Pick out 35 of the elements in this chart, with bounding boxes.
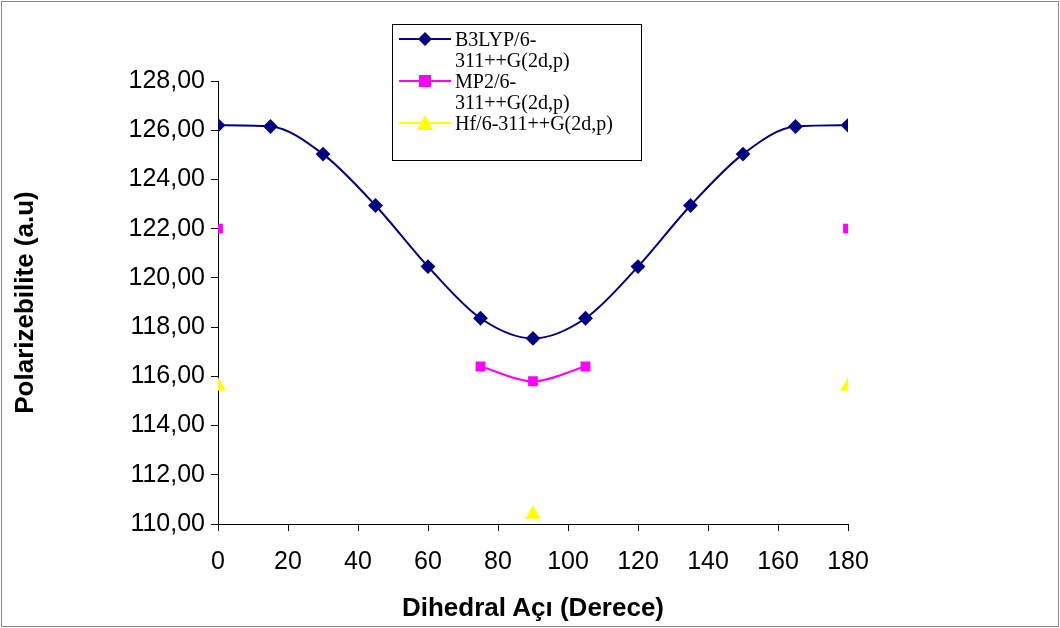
y-tick-label: 124,00 [128,163,205,192]
x-tick-label: 20 [274,545,302,574]
y-axis-title: Polarizebilite (a.u) [8,191,39,414]
y-tick-label: 114,00 [130,409,205,438]
point [736,147,750,162]
x-tick-label: 80 [484,545,512,574]
x-axis-title: Dihedral Açı (Derece) [401,591,665,622]
y-tick-label: 110,00 [130,507,205,536]
x-tick-label: 180 [827,545,869,574]
x-tick-label: 40 [344,545,372,574]
point [788,119,803,134]
x-tick-label: 160 [757,545,799,574]
y-tick-label: 118,00 [130,311,205,339]
y-tick-label: 112,00 [130,458,205,487]
point [683,198,698,213]
x-tick-label: 120 [617,545,659,574]
x-tick-label: 140 [687,545,729,574]
x-tick-label: 0 [211,545,225,574]
point [528,376,538,387]
point [263,119,278,134]
point [473,311,488,326]
y-tick-label: 116,00 [130,360,205,389]
point [631,259,645,274]
y-tick-label: 122,00 [128,212,205,241]
x-tick-label: 60 [414,545,442,574]
y-tick-label: 120,00 [128,261,205,290]
point [526,331,540,346]
y-tick-label: 128,00 [128,64,205,93]
x-tick-label: 100 [547,545,589,574]
point [421,259,435,274]
point [578,311,593,326]
legend-label: B3LYP/6-311++G(2d,p) [455,28,571,71]
point [368,198,383,213]
point [316,147,330,162]
y-tick-label: 126,00 [128,114,205,143]
